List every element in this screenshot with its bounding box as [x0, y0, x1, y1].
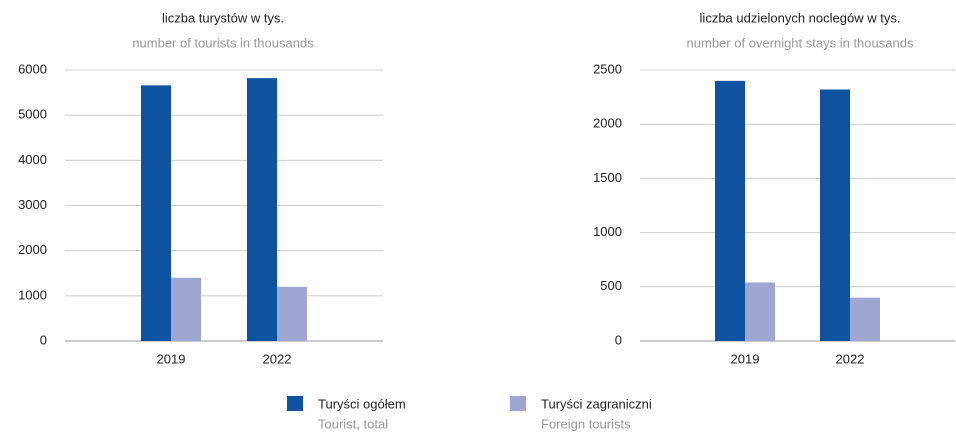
y-tick-label: 1000	[593, 224, 622, 239]
bar	[277, 286, 307, 341]
y-tick-label: 500	[600, 278, 622, 293]
y-tick-label: 4000	[18, 152, 47, 167]
y-tick-label: 6000	[18, 61, 47, 76]
chart-subtitle: number of tourists in thousands	[132, 35, 314, 50]
legend-label: Turyści zagraniczni	[541, 396, 652, 411]
legend-label: Turyści ogółem	[318, 396, 406, 411]
chart-subtitle: number of overnight stays in thousands	[687, 35, 914, 50]
bar	[820, 89, 850, 342]
y-tick-label: 1500	[593, 170, 622, 185]
y-tick-label: 5000	[18, 107, 47, 122]
legend-swatch	[287, 396, 303, 411]
x-tick-label: 2022	[263, 351, 292, 366]
x-tick-label: 2019	[731, 351, 760, 366]
bar	[715, 80, 745, 341]
y-tick-label: 2000	[593, 116, 622, 131]
chart-title: liczba turystów w tys.	[162, 10, 284, 25]
bar	[247, 78, 277, 341]
legend-sublabel: Tourist, total	[318, 416, 388, 431]
bar	[141, 85, 171, 342]
y-tick-label: 2500	[593, 61, 622, 76]
legend-swatch	[510, 396, 526, 411]
bar	[171, 277, 201, 341]
y-tick-label: 0	[40, 332, 47, 347]
y-tick-label: 2000	[18, 242, 47, 257]
y-tick-label: 3000	[18, 197, 47, 212]
y-tick-label: 0	[615, 332, 622, 347]
x-tick-label: 2022	[836, 351, 865, 366]
x-tick-label: 2019	[157, 351, 186, 366]
chart-title: liczba udzielonych noclegów w tys.	[700, 10, 901, 25]
bar	[850, 297, 880, 341]
bar	[745, 282, 775, 341]
y-tick-label: 1000	[18, 287, 47, 302]
legend-sublabel: Foreign tourists	[541, 416, 631, 431]
